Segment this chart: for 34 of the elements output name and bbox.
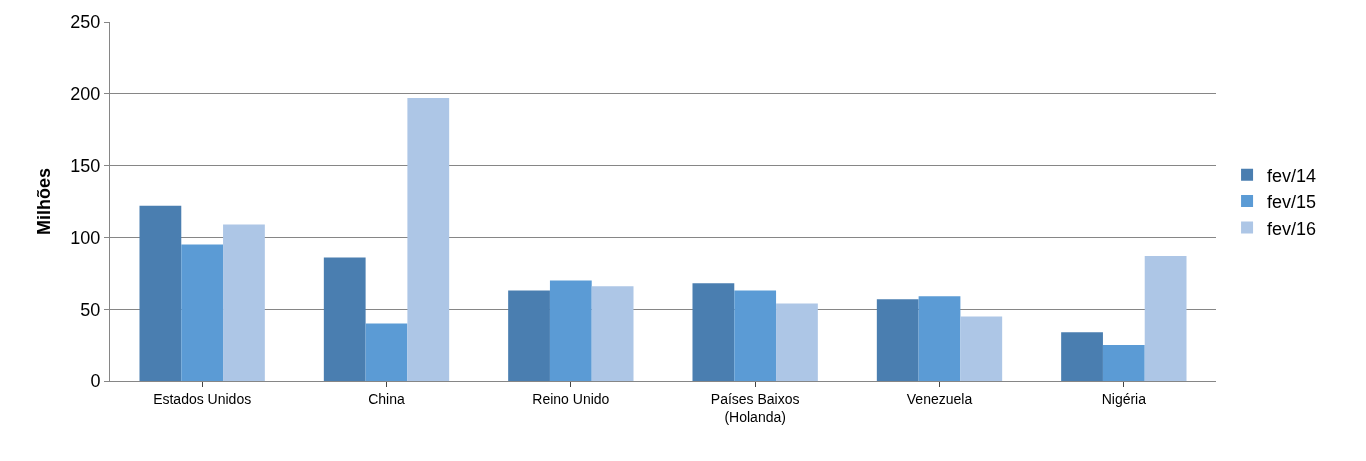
bar bbox=[139, 205, 182, 381]
y-axis-title: Milhões bbox=[33, 167, 54, 236]
y-tick-label: 250 bbox=[70, 12, 101, 33]
bar bbox=[508, 290, 550, 381]
y-tick-label: 150 bbox=[70, 155, 101, 176]
x-tick-label: Nigéria bbox=[1101, 390, 1147, 407]
bar bbox=[1144, 256, 1187, 381]
bar bbox=[323, 257, 366, 381]
bar bbox=[365, 323, 408, 381]
y-tick-label: 200 bbox=[70, 84, 101, 105]
y-tick-label: 100 bbox=[70, 227, 101, 248]
x-tick-label: China bbox=[368, 390, 405, 407]
bar bbox=[776, 303, 818, 381]
x-tick-label: Estados Unidos bbox=[153, 390, 252, 407]
bar bbox=[181, 244, 224, 381]
y-tick-label: 50 bbox=[80, 299, 101, 320]
bar bbox=[1061, 332, 1103, 381]
bar bbox=[734, 290, 777, 381]
bar bbox=[549, 280, 592, 381]
bar bbox=[591, 286, 634, 381]
x-tick-label: Países Baixos (Holanda) bbox=[710, 390, 800, 425]
bar bbox=[407, 98, 450, 381]
legend-label: fev/14 bbox=[1267, 165, 1317, 186]
y-tick-label: 0 bbox=[90, 371, 101, 392]
legend-label: fev/16 bbox=[1267, 218, 1317, 239]
bar bbox=[960, 316, 1003, 381]
x-tick-label: Reino Unido bbox=[532, 390, 610, 407]
bar bbox=[918, 296, 961, 381]
x-tick-label: Venezuela bbox=[906, 390, 973, 407]
legend-label: fev/15 bbox=[1267, 192, 1317, 213]
bar bbox=[223, 224, 265, 381]
bar bbox=[1102, 345, 1145, 381]
bar bbox=[692, 283, 735, 381]
bar bbox=[876, 299, 919, 381]
